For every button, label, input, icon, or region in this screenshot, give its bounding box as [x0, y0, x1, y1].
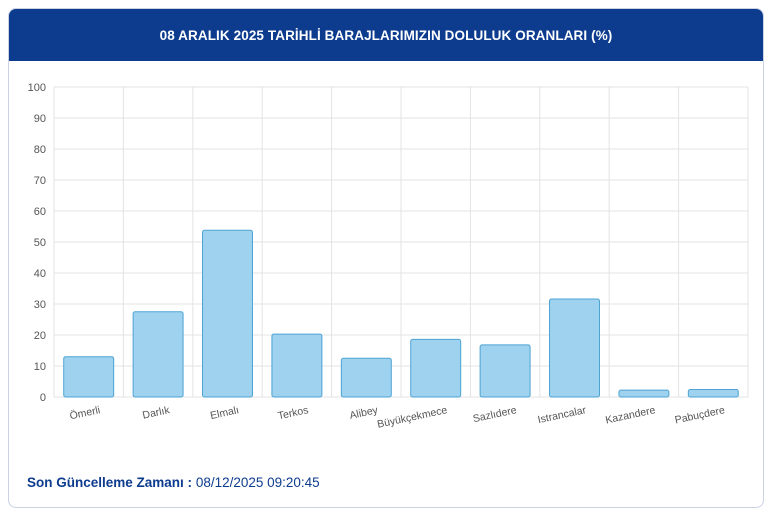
x-tick-label: Darlık [141, 404, 171, 422]
x-tick-label: Ömerli [69, 404, 102, 422]
bar-sazlıdere[interactable] [479, 344, 531, 398]
x-tick-label: Elmalı [209, 404, 240, 422]
chart-title: 08 ARALIK 2025 TARİHLİ BARAJLARIMIZIN DO… [159, 27, 613, 43]
x-tick-label: Büyükçekmece [376, 404, 448, 431]
last-update-label: Son Güncelleme Zamanı : [27, 475, 193, 490]
bar-darlık[interactable] [132, 311, 184, 398]
x-tick-label: Sazlıdere [472, 404, 518, 425]
bar-pabuçdere[interactable] [687, 389, 739, 398]
y-tick-label: 100 [28, 82, 46, 94]
bar-alibey[interactable] [340, 357, 392, 398]
x-tick-label: Alibey [348, 404, 379, 422]
y-tick-label: 50 [34, 237, 46, 249]
bar-kazandere[interactable] [618, 389, 670, 398]
y-tick-label: 60 [34, 206, 46, 218]
grid-layer [53, 86, 749, 398]
y-tick-label: 20 [34, 330, 46, 342]
last-update: Son Güncelleme Zamanı : 08/12/2025 09:20… [27, 475, 320, 490]
bar-layer [63, 229, 739, 398]
chart-card: 08 ARALIK 2025 TARİHLİ BARAJLARIMIZIN DO… [8, 8, 764, 508]
y-tick-label: 80 [34, 144, 46, 156]
bar-istrancalar[interactable] [549, 298, 600, 398]
y-tick-label: 70 [34, 175, 46, 187]
chart-header: 08 ARALIK 2025 TARİHLİ BARAJLARIMIZIN DO… [9, 9, 763, 61]
y-tick-label: 0 [40, 392, 46, 404]
x-tick-label: Pabuçdere [674, 404, 726, 426]
y-tick-label: 40 [34, 268, 46, 280]
y-tick-label: 90 [34, 113, 46, 125]
bar-büyükçekmece[interactable] [410, 338, 462, 398]
y-tick-label: 10 [34, 361, 46, 373]
bar-chart: 0 10 20 30 40 50 60 70 80 90 100 Ömerli Darlık Elmalı… [28, 82, 749, 431]
bar-terkos[interactable] [271, 333, 323, 398]
x-tick-label: Terkos [277, 404, 310, 422]
bar-elmalı[interactable] [202, 229, 253, 398]
x-tick-label: Istrancalar [537, 404, 588, 426]
last-update-value: 08/12/2025 09:20:45 [195, 475, 320, 490]
y-tick-label: 30 [34, 299, 46, 311]
bar-ömerli[interactable] [63, 356, 115, 398]
x-tick-label: Kazandere [604, 404, 656, 426]
